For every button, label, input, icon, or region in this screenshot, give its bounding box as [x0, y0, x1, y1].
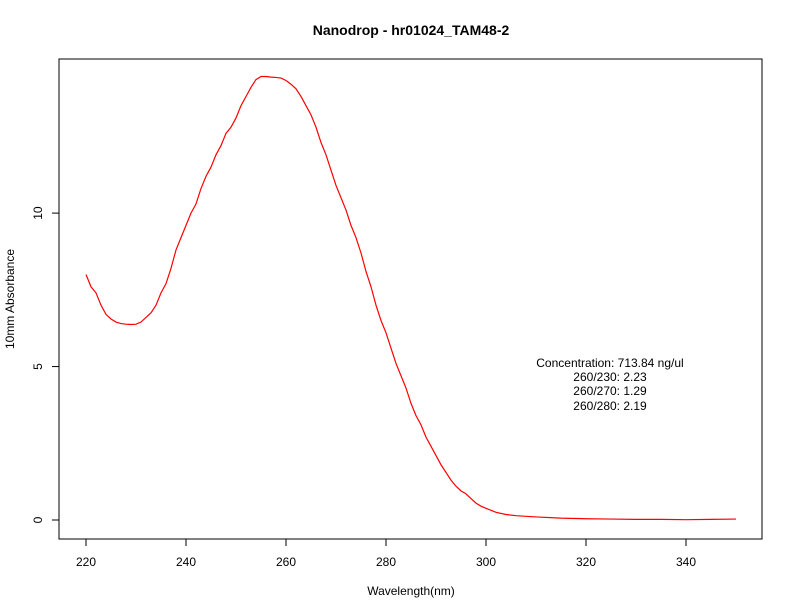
x-axis-label: Wavelength(nm) [367, 584, 455, 598]
y-tick-label: 10 [31, 206, 45, 220]
concentration-text: Concentration: 713.84 ng/ul [536, 356, 683, 370]
y-axis: 0 5 10 [31, 206, 60, 523]
x-tick-label: 240 [176, 555, 196, 569]
ratio-260-230-text: 260/230: 2.23 [573, 370, 647, 384]
absorbance-line [85, 75, 737, 521]
y-axis-label: 10mm Absorbance [3, 249, 17, 349]
x-tick-label: 300 [476, 555, 496, 569]
y-tick-label: 5 [31, 363, 45, 370]
ratio-260-280-text: 260/280: 2.19 [573, 399, 647, 413]
chart-title: Nanodrop - hr01024_TAM48-2 [313, 22, 510, 38]
x-tick-label: 340 [676, 555, 696, 569]
ratio-260-270-text: 260/270: 1.29 [573, 384, 647, 398]
x-tick-label: 280 [376, 555, 396, 569]
plot-frame [58, 58, 763, 540]
x-axis: 220 240 260 280 300 320 340 [76, 538, 696, 569]
y-tick-label: 0 [31, 516, 45, 523]
x-tick-label: 220 [76, 555, 96, 569]
x-tick-label: 320 [576, 555, 596, 569]
x-tick-label: 260 [276, 555, 296, 569]
stats-annotation: Concentration: 713.84 ng/ul 260/230: 2.2… [536, 356, 683, 413]
